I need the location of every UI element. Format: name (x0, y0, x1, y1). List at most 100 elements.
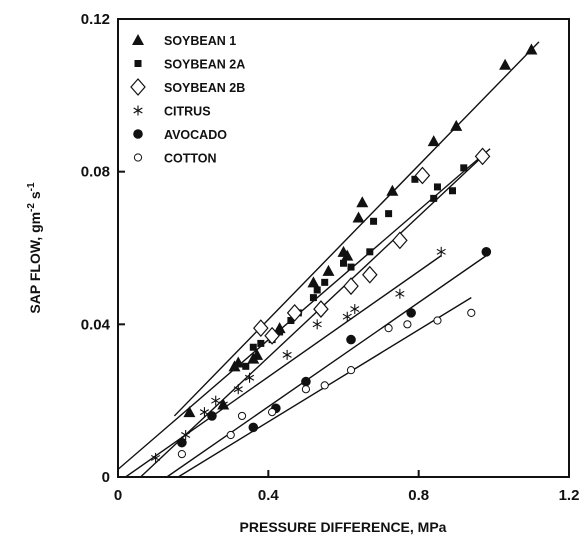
soybean-2b-fit-line (140, 155, 484, 478)
soybean-2a-point (242, 362, 250, 370)
citrus-point (350, 304, 360, 315)
legend-label-soybean-2b: SOYBEAN 2B (164, 81, 245, 95)
citrus-point (218, 399, 228, 410)
soybean-1-point (352, 211, 365, 223)
soybean-2a-point (433, 183, 441, 191)
legend-marker-soybean-2a (134, 60, 142, 67)
legend: SOYBEAN 1 SOYBEAN 2A SOYBEAN 2B CITRUS AVOCA… (130, 34, 245, 166)
x-tick-label: 0.8 (408, 487, 429, 504)
avocado-point (481, 247, 492, 257)
soybean-2b-point (253, 319, 269, 338)
citrus-fit-line (125, 255, 442, 478)
citrus-point (395, 288, 405, 299)
citrus-point (150, 452, 161, 463)
soybean-2a-point (257, 339, 265, 347)
legend-marker-soybean-2b (130, 78, 146, 96)
citrus-point (312, 319, 322, 330)
cotton-point (467, 308, 476, 317)
soybean-2a-point (340, 259, 347, 267)
soybean-1-point (499, 58, 512, 70)
soybean-2a-point (347, 263, 355, 271)
y-tick-label: 0.08 (81, 164, 110, 181)
soybean-2a-point (287, 317, 295, 325)
cotton-points (177, 308, 476, 459)
citrus-point (211, 395, 221, 406)
cotton-point (267, 408, 277, 417)
y-tick-label: 0.04 (81, 316, 111, 333)
legend-item-cotton: COTTON (133, 152, 217, 166)
soybean-2a-point (411, 175, 419, 183)
cotton-point (320, 381, 329, 390)
soybean-1-point (322, 264, 335, 276)
y-tick-label: 0.12 (81, 11, 110, 28)
cotton-point (301, 385, 311, 394)
citrus-point (181, 430, 191, 441)
soybean-1-point (525, 43, 538, 55)
legend-marker-soybean-1 (132, 34, 144, 45)
legend-marker-citrus (133, 105, 143, 116)
avocado-points (177, 247, 492, 448)
citrus-point (342, 311, 352, 322)
soybean-1-point (450, 119, 463, 131)
soybean-2a-point (460, 164, 468, 172)
soybean-2a-point (249, 343, 257, 351)
soybean-2b-point (474, 147, 491, 166)
cotton-point (433, 316, 442, 325)
soybean-1-point (386, 184, 399, 196)
citrus-point (244, 372, 255, 383)
legend-item-citrus: CITRUS (133, 105, 211, 119)
soybean-1-fit-line (173, 41, 540, 417)
legend-marker-avocado (133, 129, 143, 139)
avocado-point (207, 411, 217, 421)
soybean-1-point (341, 249, 354, 261)
cotton-point (384, 324, 393, 333)
soybean-2a-point (370, 217, 378, 225)
x-axis-title: PRESSURE DIFFERENCE, MPa (240, 519, 447, 535)
avocado-point (346, 334, 356, 345)
soybean-2a-point (366, 248, 374, 256)
cotton-point (237, 411, 247, 421)
soybean-2a-point (448, 187, 456, 195)
soybean-2b-point (286, 303, 303, 322)
avocado-point (177, 437, 187, 448)
cotton-point (403, 320, 412, 329)
soybean-1-point (232, 356, 245, 368)
avocado-fit-line (166, 255, 487, 478)
data-points (150, 43, 538, 463)
x-tick-label: 0.4 (258, 487, 280, 504)
legend-label-citrus: CITRUS (164, 105, 211, 119)
soybean-2a-point (430, 194, 438, 202)
citrus-point (199, 407, 210, 418)
soybean-2b-point (313, 300, 329, 318)
avocado-point (301, 376, 311, 387)
legend-label-soybean-2a: SOYBEAN 2A (164, 58, 245, 72)
y-axis-title-sup1: -2 (26, 203, 37, 212)
y-axis-title-sup2: -1 (26, 182, 37, 191)
citrus-points (150, 246, 446, 463)
citrus-point (233, 384, 243, 395)
soybean-2b-point (362, 265, 378, 284)
soybean-1-point (356, 196, 369, 208)
soybean-2b-point (392, 231, 408, 250)
legend-marker-cotton (133, 153, 143, 162)
plot-frame (117, 18, 570, 478)
x-tick-label: 0 (114, 487, 122, 504)
y-axis-title-mid: s (27, 191, 43, 203)
soybean-2a-point (313, 286, 321, 294)
x-tick-label: 1.2 (559, 487, 580, 504)
cotton-point (177, 450, 186, 459)
avocado-point (248, 422, 259, 433)
soybean-2b-point (414, 166, 431, 185)
soybean-2b-point (264, 326, 280, 345)
legend-label-cotton: COTTON (164, 152, 217, 166)
legend-item-avocado: AVOCADO (133, 128, 227, 142)
y-axis-title-main: SAP FLOW, gm (27, 212, 43, 314)
soybean-2b-point (343, 277, 359, 296)
soybean-2a-point (321, 278, 329, 286)
soybean-1-point (427, 135, 440, 147)
soybean-2a-point (385, 210, 393, 218)
soybean-1-point (183, 406, 196, 418)
axes (117, 18, 570, 478)
citrus-point (282, 349, 292, 360)
